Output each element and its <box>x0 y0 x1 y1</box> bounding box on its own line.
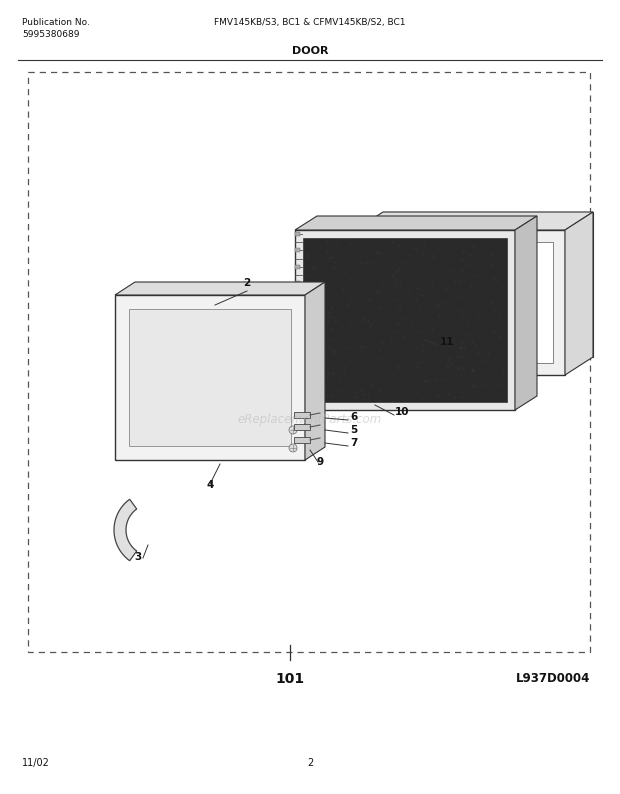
Circle shape <box>289 426 297 434</box>
Polygon shape <box>565 212 593 375</box>
Polygon shape <box>295 330 300 334</box>
Text: 9: 9 <box>316 457 324 467</box>
Polygon shape <box>300 252 480 367</box>
Polygon shape <box>294 437 310 443</box>
Polygon shape <box>395 224 581 345</box>
Text: 5: 5 <box>350 425 357 435</box>
Text: 101: 101 <box>275 672 304 686</box>
Polygon shape <box>295 281 300 285</box>
Polygon shape <box>115 282 325 295</box>
Circle shape <box>289 444 297 452</box>
Text: 2: 2 <box>307 758 313 768</box>
Bar <box>28 72 590 652</box>
Text: DOOR: DOOR <box>292 46 328 56</box>
Polygon shape <box>515 216 537 410</box>
Polygon shape <box>294 412 310 418</box>
Text: 10: 10 <box>395 407 409 417</box>
Polygon shape <box>303 238 507 402</box>
Text: 11: 11 <box>440 337 454 347</box>
Polygon shape <box>294 424 310 430</box>
Text: Publication No.: Publication No. <box>22 18 90 27</box>
Polygon shape <box>295 264 300 268</box>
Polygon shape <box>115 295 305 460</box>
Polygon shape <box>355 230 565 375</box>
Polygon shape <box>367 242 553 363</box>
Polygon shape <box>295 249 300 252</box>
Polygon shape <box>383 212 593 357</box>
Polygon shape <box>295 314 300 318</box>
Polygon shape <box>295 396 300 400</box>
Text: 6: 6 <box>350 412 357 422</box>
Polygon shape <box>295 363 300 367</box>
Text: 7: 7 <box>350 438 357 448</box>
Polygon shape <box>295 347 300 351</box>
Text: FMV145KB/S3, BC1 & CFMV145KB/S2, BC1: FMV145KB/S3, BC1 & CFMV145KB/S2, BC1 <box>215 18 405 27</box>
Polygon shape <box>295 230 515 410</box>
Text: 11/02: 11/02 <box>22 758 50 768</box>
Text: L937D0004: L937D0004 <box>516 672 590 685</box>
Text: eReplacementParts.com: eReplacementParts.com <box>238 414 382 426</box>
Text: 2: 2 <box>244 278 250 288</box>
Polygon shape <box>114 499 137 561</box>
Text: 3: 3 <box>135 552 142 562</box>
Polygon shape <box>295 216 537 230</box>
Polygon shape <box>355 212 593 230</box>
Polygon shape <box>305 282 325 460</box>
Text: 5995380689: 5995380689 <box>22 30 79 39</box>
Polygon shape <box>295 298 300 302</box>
Polygon shape <box>295 380 300 384</box>
Polygon shape <box>295 232 300 236</box>
Text: 4: 4 <box>206 480 214 490</box>
Polygon shape <box>129 309 291 446</box>
